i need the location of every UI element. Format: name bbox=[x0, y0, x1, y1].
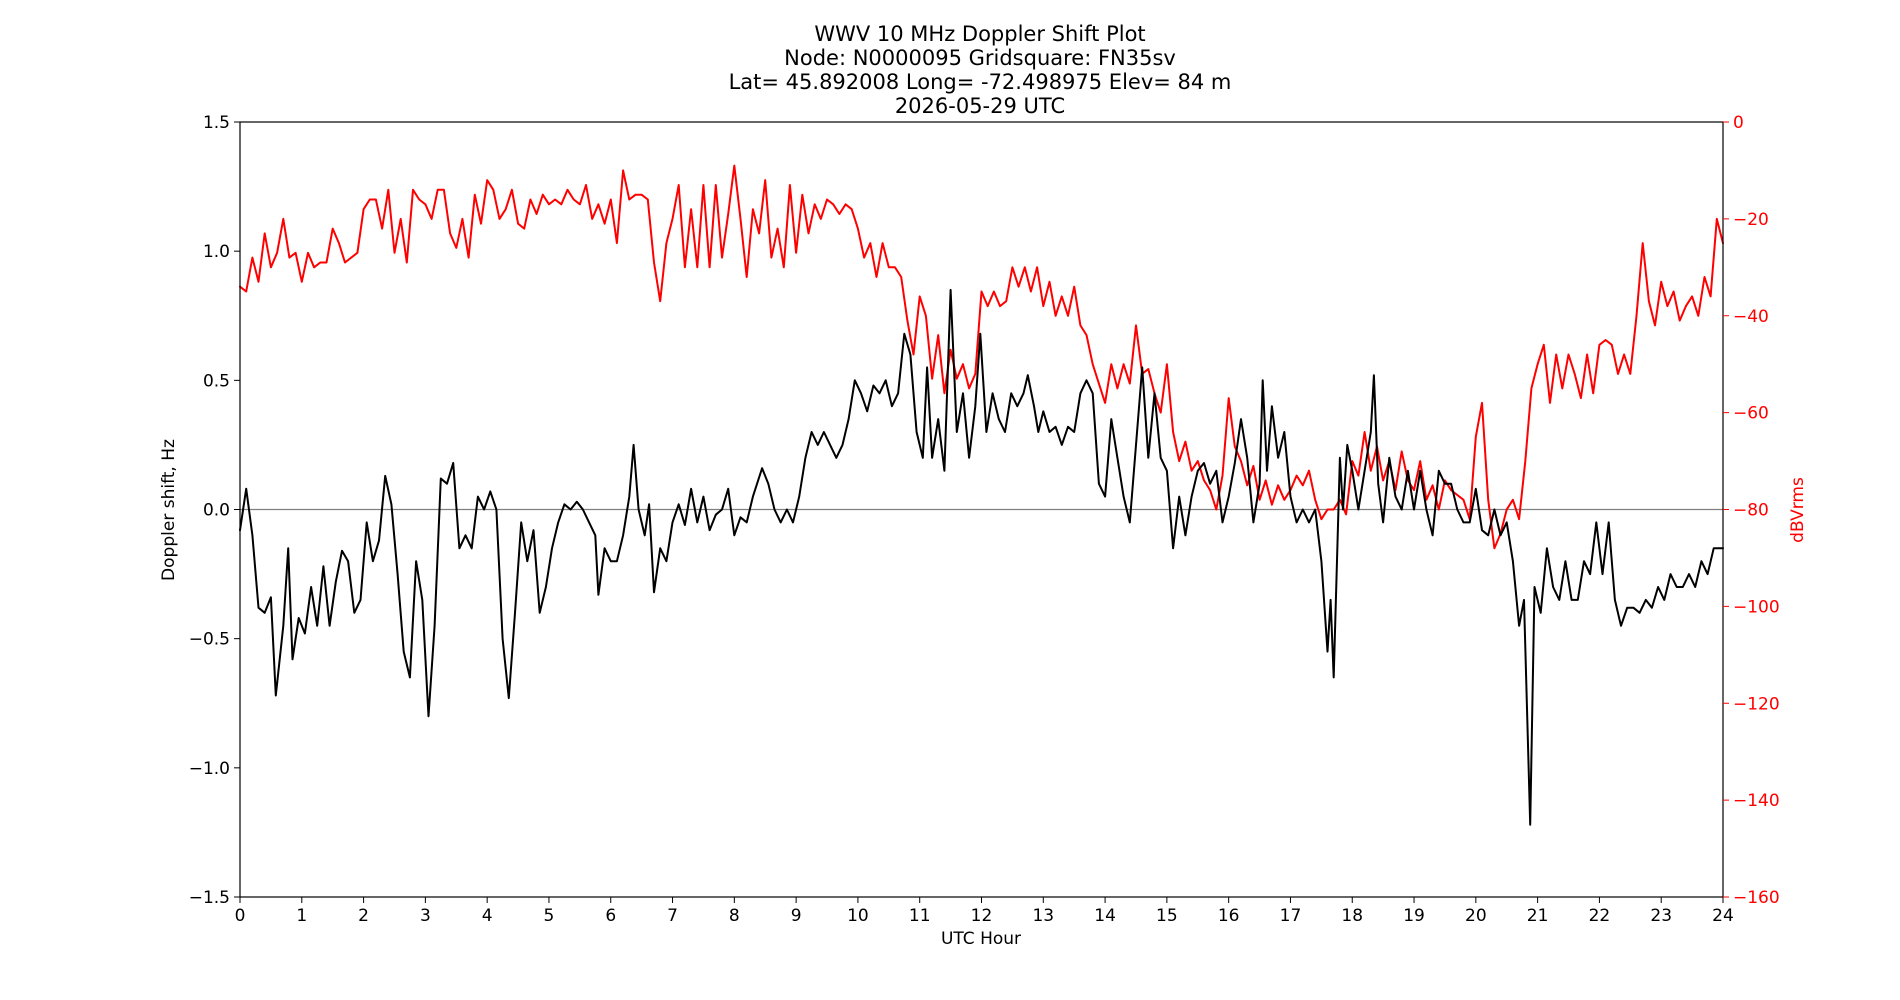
left-y-tick-label: 0.5 bbox=[203, 371, 230, 391]
power-series-line bbox=[239, 164, 1724, 550]
right-y-tick-label: −160 bbox=[1733, 888, 1780, 908]
left-y-tick-label: −0.5 bbox=[189, 630, 230, 650]
x-tick-label: 16 bbox=[1218, 906, 1240, 926]
x-tick-label: 9 bbox=[791, 906, 802, 926]
x-tick-label: 1 bbox=[296, 906, 307, 926]
x-axis-label: UTC Hour bbox=[941, 929, 1021, 949]
x-tick-label: 0 bbox=[235, 906, 246, 926]
x-tick-label: 23 bbox=[1650, 906, 1672, 926]
x-tick-label: 13 bbox=[1032, 906, 1054, 926]
right-y-tick-label: −60 bbox=[1733, 404, 1769, 424]
title-line-1: WWV 10 MHz Doppler Shift Plot bbox=[814, 22, 1145, 46]
x-tick-label: 12 bbox=[971, 906, 993, 926]
right-y-axis-label: dBVrms bbox=[1788, 477, 1808, 543]
right-y-tick-label: −20 bbox=[1733, 210, 1769, 230]
title-line-3: Lat= 45.892008 Long= -72.498975 Elev= 84… bbox=[729, 70, 1232, 94]
left-y-tick-label: 0.0 bbox=[203, 501, 230, 521]
x-tick-label: 2 bbox=[358, 906, 369, 926]
x-tick-label: 4 bbox=[482, 906, 493, 926]
left-y-tick-label: −1.0 bbox=[189, 759, 230, 779]
left-y-tick-label: −1.5 bbox=[189, 888, 230, 908]
x-tick-label: 21 bbox=[1527, 906, 1549, 926]
x-tick-label: 18 bbox=[1341, 906, 1363, 926]
x-tick-label: 10 bbox=[847, 906, 869, 926]
plot-series bbox=[239, 164, 1724, 826]
right-y-tick-label: −100 bbox=[1733, 597, 1780, 617]
left-y-axis-label: Doppler shift, Hz bbox=[159, 439, 179, 581]
x-tick-label: 5 bbox=[544, 906, 555, 926]
right-y-tick-label: −40 bbox=[1733, 307, 1769, 327]
right-y-axis-ticks: 0 −20 −40 −60 −80 −100 −120 −140 −160 bbox=[1723, 113, 1780, 908]
x-tick-label: 3 bbox=[420, 906, 431, 926]
left-y-tick-label: 1.0 bbox=[203, 242, 230, 262]
x-tick-label: 15 bbox=[1156, 906, 1178, 926]
x-tick-label: 19 bbox=[1403, 906, 1425, 926]
x-tick-label: 7 bbox=[667, 906, 678, 926]
x-tick-label: 14 bbox=[1094, 906, 1116, 926]
chart-title: WWV 10 MHz Doppler Shift Plot Node: N000… bbox=[729, 22, 1232, 118]
x-axis-ticks: 0 1 2 3 4 5 6 7 8 9 10 11 12 13 14 15 16 17 18 19 20 21 22 23 24 bbox=[235, 897, 1734, 926]
x-tick-label: 6 bbox=[605, 906, 616, 926]
right-y-tick-label: −140 bbox=[1733, 791, 1780, 811]
right-y-tick-label: −120 bbox=[1733, 694, 1780, 714]
x-tick-label: 17 bbox=[1280, 906, 1302, 926]
x-tick-label: 11 bbox=[909, 906, 931, 926]
right-y-tick-label: 0 bbox=[1733, 113, 1744, 133]
x-tick-label: 22 bbox=[1589, 906, 1611, 926]
title-line-2: Node: N0000095 Gridsquare: FN35sv bbox=[784, 46, 1176, 70]
left-y-axis-ticks: −1.5 −1.0 −0.5 0.0 0.5 1.0 1.5 bbox=[189, 113, 240, 908]
left-y-tick-label: 1.5 bbox=[203, 113, 230, 133]
x-tick-label: 24 bbox=[1712, 906, 1734, 926]
title-line-4: 2026-05-29 UTC bbox=[895, 94, 1065, 118]
doppler-series-line bbox=[239, 288, 1724, 826]
right-y-tick-label: −80 bbox=[1733, 501, 1769, 521]
x-tick-label: 8 bbox=[729, 906, 740, 926]
x-tick-label: 20 bbox=[1465, 906, 1487, 926]
